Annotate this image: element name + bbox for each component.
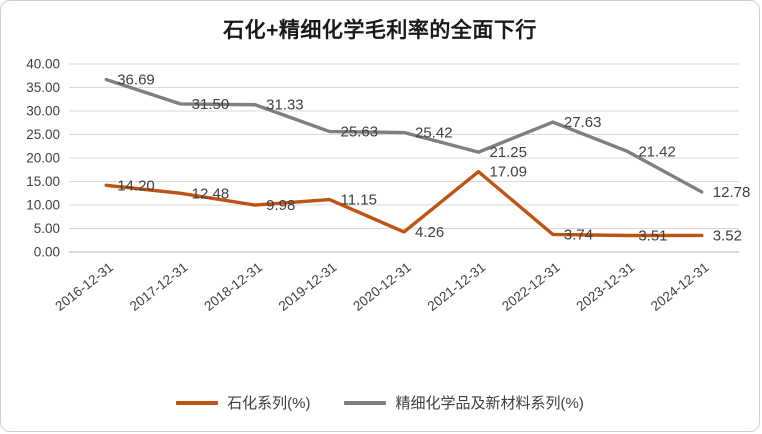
svg-text:15.00: 15.00	[26, 174, 60, 189]
chart-title: 石化+精细化学毛利率的全面下行	[223, 19, 537, 42]
svg-text:25.42: 25.42	[415, 125, 453, 142]
svg-text:2019-12-31: 2019-12-31	[276, 260, 340, 314]
series-line-1	[104, 77, 704, 194]
legend-item-petrochemical: 石化系列(%)	[176, 392, 310, 413]
svg-text:9.98: 9.98	[266, 197, 295, 214]
legend-label-fine-chemicals: 精细化学品及新材料系列(%)	[395, 395, 584, 412]
svg-text:0.00: 0.00	[34, 245, 60, 260]
fine-chemicals-line-swatch	[344, 400, 387, 405]
petrochemical-line-swatch	[176, 400, 219, 405]
line-chart-svg: 0.00 5.00 10.00 15.00 20.00 25.00 30.00 35.00 40…	[26, 57, 750, 314]
svg-text:27.63: 27.63	[564, 114, 602, 131]
gridlines	[69, 63, 739, 253]
svg-text:2016-12-31: 2016-12-31	[52, 260, 116, 314]
chart-legend: 石化系列(%) 精细化学品及新材料系列(%)	[1, 392, 759, 413]
svg-text:3.74: 3.74	[564, 226, 593, 243]
svg-text:2021-12-31: 2021-12-31	[425, 260, 489, 314]
series-data-labels-1: 36.69 31.50 31.33 25.63 25.42 21.25 27.63 21.42…	[117, 72, 750, 201]
svg-text:12.78: 12.78	[713, 184, 751, 201]
svg-text:5.00: 5.00	[34, 221, 60, 236]
legend-item-fine-chemicals: 精细化学品及新材料系列(%)	[344, 392, 584, 413]
series-line-0	[104, 169, 704, 238]
svg-text:3.52: 3.52	[713, 227, 742, 244]
svg-text:11.15: 11.15	[341, 192, 377, 209]
svg-text:21.25: 21.25	[489, 144, 527, 161]
svg-text:31.33: 31.33	[266, 97, 304, 114]
svg-text:30.00: 30.00	[26, 104, 60, 119]
svg-text:2018-12-31: 2018-12-31	[201, 260, 265, 314]
series-data-labels-0: 14.20 12.48 9.98 11.15 4.26 17.09 3.74 3.51 3.52	[117, 164, 742, 245]
svg-text:10.00: 10.00	[26, 198, 60, 213]
svg-text:25.63: 25.63	[341, 124, 379, 141]
svg-text:17.09: 17.09	[489, 164, 527, 181]
svg-text:35.00: 35.00	[26, 80, 60, 95]
svg-text:2020-12-31: 2020-12-31	[350, 260, 414, 314]
x-axis-tick-labels: 2016-12-31 2017-12-31 2018-12-31 2019-12-31…	[52, 260, 711, 314]
svg-text:25.00: 25.00	[26, 127, 60, 142]
svg-text:14.20: 14.20	[117, 177, 155, 194]
svg-text:21.42: 21.42	[638, 143, 676, 160]
svg-text:2022-12-31: 2022-12-31	[499, 260, 563, 314]
svg-text:2023-12-31: 2023-12-31	[574, 260, 638, 314]
svg-text:20.00: 20.00	[26, 151, 60, 166]
legend-label-petrochemical: 石化系列(%)	[227, 395, 311, 412]
svg-text:36.69: 36.69	[117, 72, 155, 89]
svg-text:4.26: 4.26	[415, 224, 444, 241]
svg-text:3.51: 3.51	[638, 228, 667, 245]
svg-text:2017-12-31: 2017-12-31	[127, 260, 191, 314]
svg-text:31.50: 31.50	[192, 96, 230, 113]
svg-text:2024-12-31: 2024-12-31	[648, 260, 712, 314]
svg-text:40.00: 40.00	[26, 57, 60, 72]
y-axis-tick-labels: 0.00 5.00 10.00 15.00 20.00 25.00 30.00 35.00 40…	[26, 57, 60, 260]
svg-text:12.48: 12.48	[192, 185, 230, 202]
